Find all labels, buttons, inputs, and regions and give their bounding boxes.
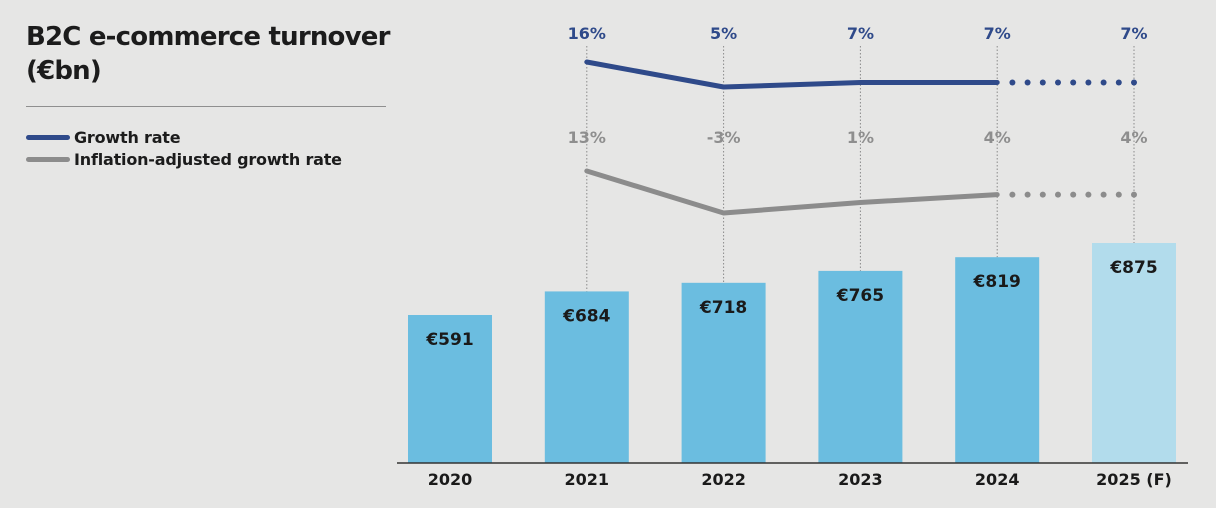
bar-value-label: €591: [425, 330, 473, 350]
inflation-adjusted-value-label: 4%: [1120, 128, 1147, 147]
growth-rate-forecast-dot: [1115, 79, 1122, 86]
bar-2024: [955, 257, 1040, 463]
bar-value-label: €875: [1109, 258, 1157, 278]
inflation-adjusted-forecast-dot: [1070, 191, 1077, 198]
growth-rate-forecast-dot: [1024, 79, 1031, 86]
bar-2023: [818, 270, 903, 463]
growth-rate-value-label: 7%: [984, 24, 1011, 43]
x-tick-label: 2023: [838, 470, 883, 489]
chart-title: B2C e-commerce turnover (€bn): [26, 22, 390, 86]
bar-2020: [408, 315, 492, 463]
inflation-adjusted-swatch: [26, 156, 70, 162]
inflation-adjusted-forecast-dot: [1100, 191, 1107, 198]
inflation-adjusted-forecast-dot: [1039, 191, 1046, 198]
growth-rate-line: [584, 59, 1000, 90]
legend-item-growth-rate: Growth rate: [26, 126, 342, 148]
x-tick-label: 2021: [565, 470, 610, 489]
growth-rate-value-label: 16%: [568, 24, 606, 43]
bar-value-label: €765: [836, 286, 884, 306]
legend-item-inflation-adjusted: Inflation-adjusted growth rate: [26, 148, 342, 170]
bar-value-label: €684: [562, 306, 610, 326]
inflation-adjusted-value-label: 13%: [568, 128, 606, 147]
growth-rate-value-label: 5%: [710, 24, 737, 43]
bar-2022: [681, 282, 766, 463]
growth-rate-forecast-dot: [1100, 79, 1107, 86]
bar-value-label: €718: [699, 298, 747, 318]
inflation-adjusted-forecast-dot: [1131, 191, 1137, 198]
growth-rate-value-label: 7%: [847, 24, 874, 43]
x-tick-label: 2024: [975, 470, 1020, 489]
legend: Growth rate Inflation-adjusted growth ra…: [26, 126, 342, 170]
growth-rate-value-label: 7%: [1120, 24, 1147, 43]
bar-2021: [544, 291, 629, 463]
inflation-adjusted-line: [584, 168, 1000, 216]
bar-value-label: €819: [973, 272, 1021, 292]
growth-rate-forecast-dot: [1131, 79, 1137, 86]
inflation-adjusted-forecast-dot: [1115, 191, 1122, 198]
legend-label: Growth rate: [74, 127, 181, 147]
growth-rate-swatch: [26, 134, 70, 140]
growth-rate-forecast-dot: [1055, 79, 1061, 86]
inflation-adjusted-forecast-dot: [1055, 191, 1061, 198]
inflation-adjusted-forecast-dot: [1024, 191, 1031, 198]
inflation-adjusted-value-label: -3%: [707, 128, 741, 147]
growth-rate-forecast-dot: [1070, 79, 1077, 86]
inflation-adjusted-forecast-dot: [1009, 191, 1016, 198]
x-tick-label: 2022: [701, 470, 746, 489]
x-tick-label: 2020: [428, 470, 473, 489]
inflation-adjusted-forecast-dot: [1085, 191, 1092, 198]
legend-label: Inflation-adjusted growth rate: [74, 149, 342, 169]
bar-2025-F: [1092, 243, 1176, 463]
growth-rate-forecast-dot: [1009, 79, 1016, 86]
x-tick-label: 2025 (F): [1096, 470, 1172, 489]
growth-rate-forecast-dot: [1085, 79, 1092, 86]
growth-rate-forecast-dot: [1039, 79, 1046, 86]
title-divider: [26, 106, 386, 107]
inflation-adjusted-value-label: 1%: [847, 128, 874, 147]
inflation-adjusted-value-label: 4%: [984, 128, 1011, 147]
